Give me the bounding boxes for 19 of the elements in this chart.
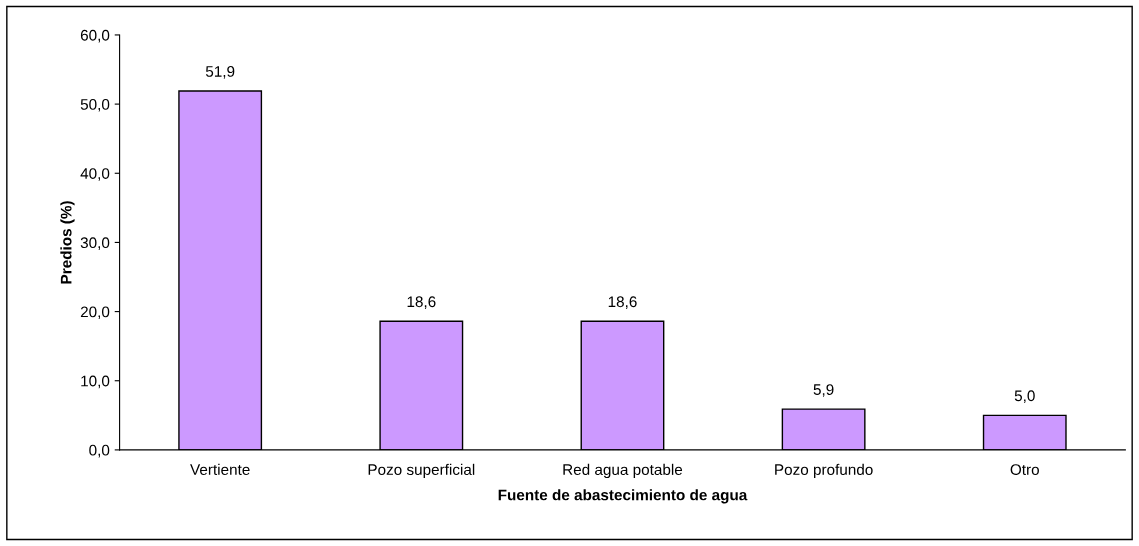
data-label: 18,6 <box>407 296 436 309</box>
y-axis-title: Predios (%) <box>60 201 75 284</box>
data-label: 5,0 <box>1014 390 1035 403</box>
y-tick-label: 10,0 <box>81 375 110 389</box>
x-tick-label: Vertiente <box>190 463 250 476</box>
x-tick-label: Pozo profundo <box>775 463 873 479</box>
y-tick-label: 0,0 <box>89 444 110 458</box>
data-label: 51,9 <box>205 66 235 79</box>
x-tick-label: Pozo superficial <box>368 463 475 479</box>
y-tick-label: 60,0 <box>80 29 110 43</box>
x-tick-label: Otro <box>1010 464 1039 476</box>
x-tick-label: Red agua potable <box>563 463 683 479</box>
y-tick-label: 30,0 <box>80 237 110 250</box>
data-label: 18,6 <box>608 296 637 309</box>
y-tick-label: 50,0 <box>80 98 110 112</box>
x-axis-title: Fuente de abastecimiento de agua <box>498 489 748 504</box>
data-label: 5,9 <box>813 384 834 397</box>
y-tick-label: 20,0 <box>80 306 110 320</box>
y-tick-label: 40,0 <box>80 168 110 181</box>
